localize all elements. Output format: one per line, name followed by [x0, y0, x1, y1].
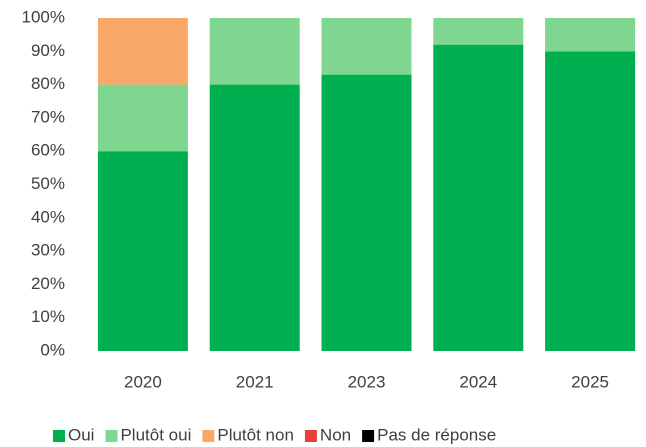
- legend-swatch: [362, 430, 375, 442]
- bar-segment: [97, 18, 188, 85]
- legend-swatch: [105, 430, 118, 442]
- bar-segment: [545, 18, 636, 52]
- bar-segment: [209, 84, 300, 351]
- y-tick-label: 80%: [31, 74, 65, 93]
- legend-label: Oui: [68, 425, 94, 444]
- bar-segment: [545, 51, 636, 352]
- x-tick-label: 2023: [348, 372, 386, 391]
- legend-label: Pas de réponse: [377, 425, 496, 444]
- y-tick-label: 40%: [31, 207, 65, 226]
- y-tick-label: 0%: [40, 340, 65, 359]
- x-tick-label: 2021: [236, 372, 274, 391]
- x-tick-label: 2024: [459, 372, 497, 391]
- x-tick-label: 2020: [124, 372, 162, 391]
- legend-label: Plutôt oui: [120, 425, 191, 444]
- bar-segment: [321, 74, 412, 352]
- legend-swatch: [304, 430, 317, 442]
- bar-segment: [209, 18, 300, 85]
- legend-swatch: [202, 430, 215, 442]
- bar-segment: [321, 18, 412, 75]
- legend-label: Plutôt non: [217, 425, 294, 444]
- bar-segment: [97, 151, 188, 351]
- y-tick-label: 30%: [31, 241, 65, 260]
- bar-segment: [433, 18, 524, 45]
- y-tick-label: 90%: [31, 41, 65, 60]
- y-tick-label: 100%: [22, 7, 65, 26]
- y-tick-label: 20%: [31, 274, 65, 293]
- bar-segment: [433, 44, 524, 351]
- y-tick-label: 70%: [31, 107, 65, 126]
- y-tick-label: 60%: [31, 141, 65, 160]
- legend-swatch: [53, 430, 65, 442]
- x-tick-label: 2025: [571, 372, 609, 391]
- legend-label: Non: [320, 425, 351, 444]
- y-tick-label: 10%: [31, 307, 65, 326]
- y-tick-label: 50%: [31, 174, 65, 193]
- bar-segment: [97, 84, 188, 152]
